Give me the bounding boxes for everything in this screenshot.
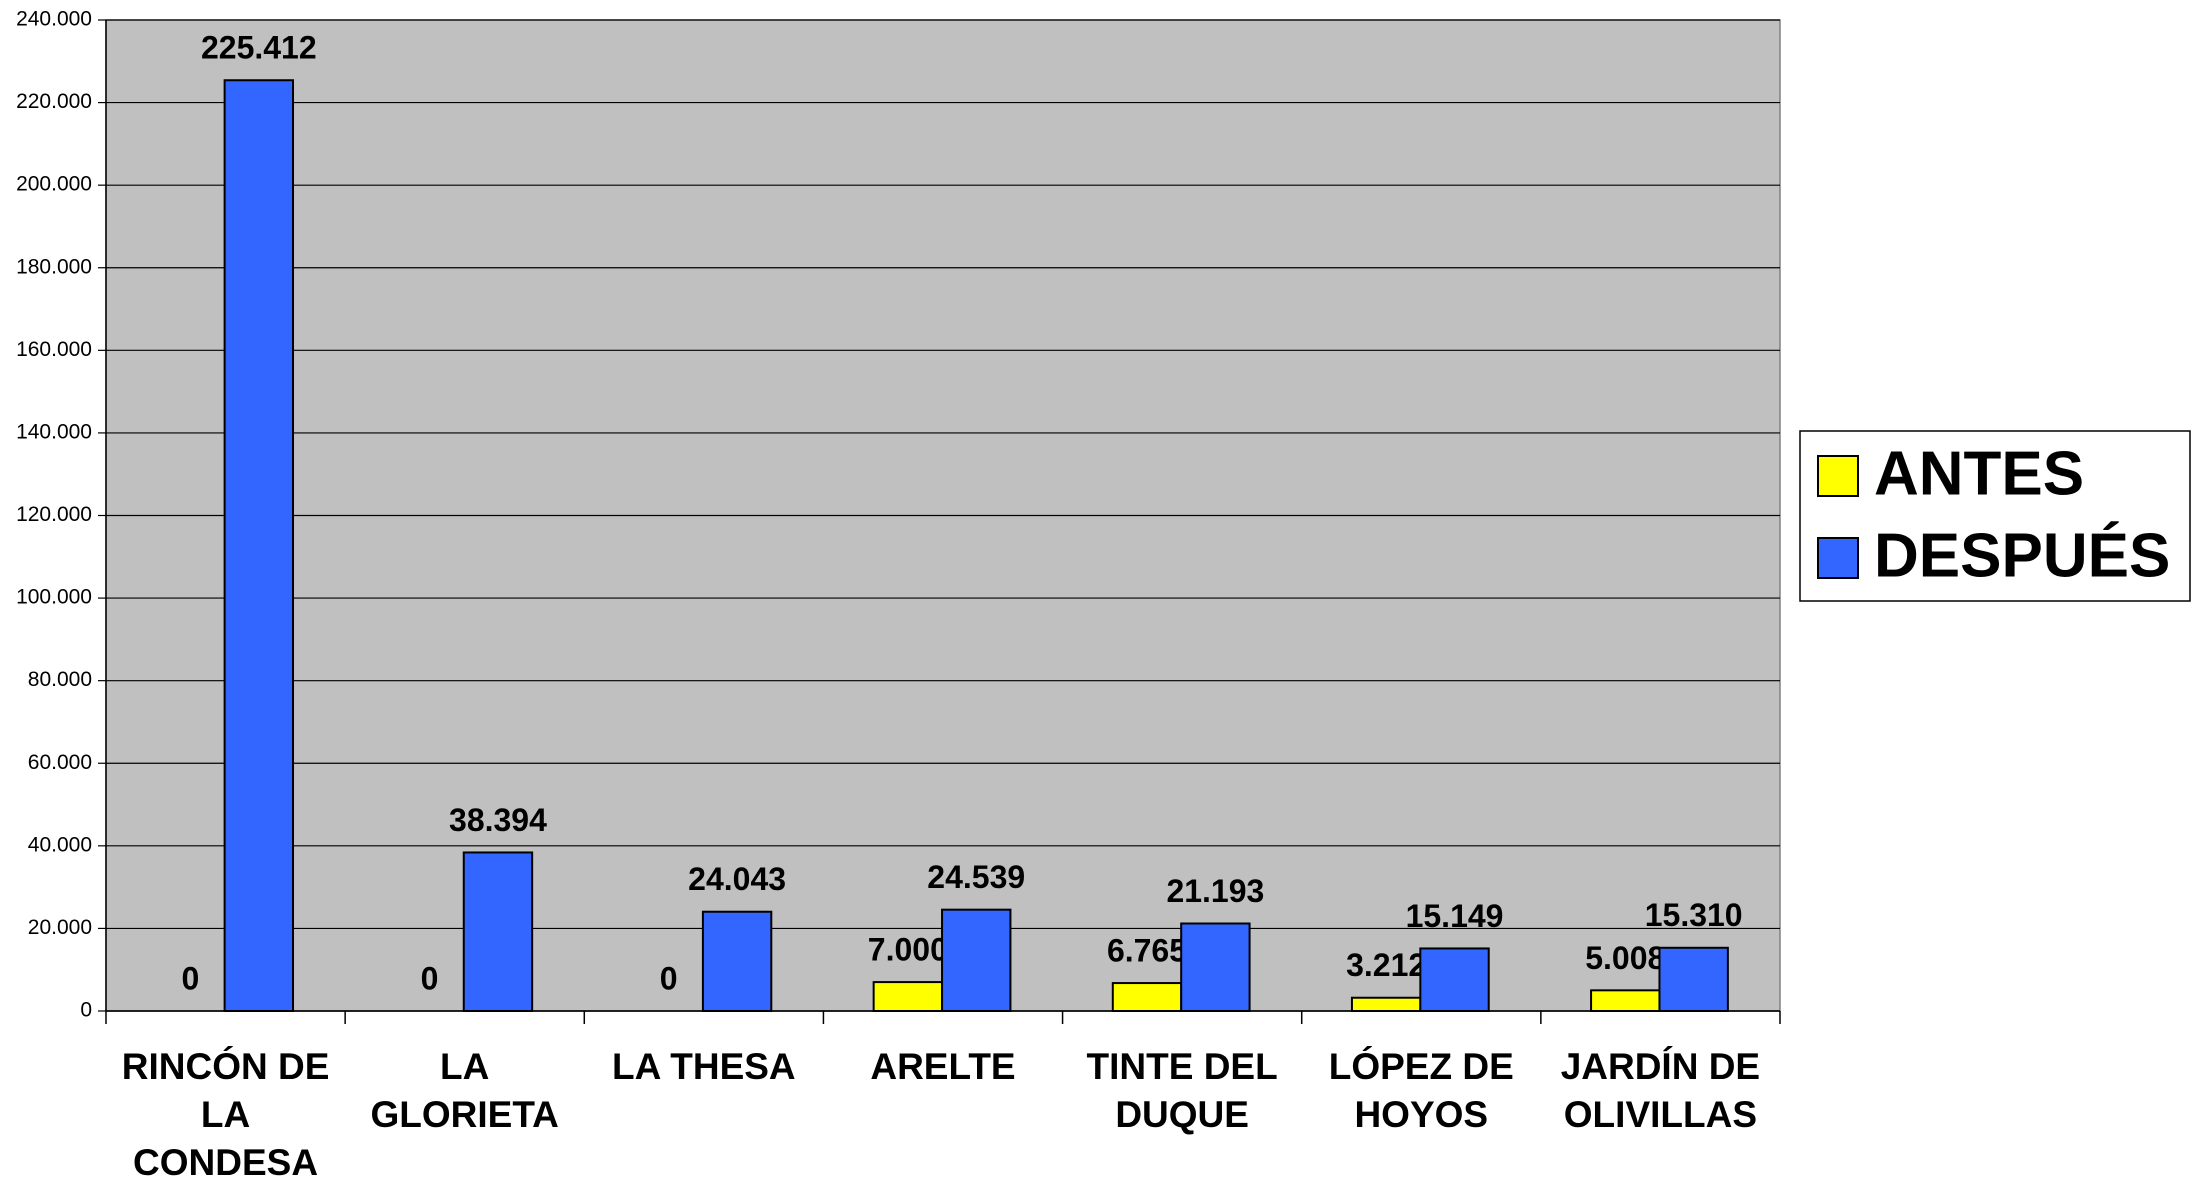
bar (462, 851, 534, 1012)
x-tick-label: LA GLORIETA (370, 1046, 559, 1135)
value-label: 21.193 (1166, 873, 1264, 909)
y-tick-label: 80.000 (28, 668, 92, 691)
x-tick-label: ARELTE (870, 1046, 1016, 1087)
x-tick-label: LA THESA (612, 1046, 796, 1087)
x-tick-label: RINCÓN DE LA CONDESA (121, 1046, 330, 1183)
y-tick-label: 160.000 (16, 338, 92, 361)
y-tick-label: 120.000 (16, 503, 92, 526)
bar (1658, 946, 1729, 1013)
legend-swatch (1817, 537, 1859, 579)
y-tick-label: 220.000 (16, 90, 92, 113)
value-label: 0 (421, 960, 439, 996)
y-tick-label: 140.000 (16, 420, 92, 443)
value-label: 0 (182, 960, 200, 996)
y-tick-label: 20.000 (28, 916, 92, 939)
y-tick-label: 100.000 (16, 586, 92, 609)
value-label: 5.008 (1585, 940, 1665, 976)
value-label: 6.765 (1107, 933, 1187, 969)
y-tick-label: 200.000 (16, 173, 92, 196)
x-tick-label: TINTE DEL DUQUE (1086, 1046, 1278, 1135)
legend-swatch (1817, 455, 1859, 497)
x-tick-label: JARDÍN DE OLIVILLAS (1560, 1046, 1761, 1135)
y-tick-label: 60.000 (28, 751, 92, 774)
bar (701, 910, 773, 1013)
value-label: 15.149 (1406, 898, 1504, 934)
bar (872, 981, 944, 1012)
bar (1111, 982, 1183, 1012)
value-label: 24.539 (927, 859, 1025, 895)
legend-label: DESPUÉS (1874, 521, 2170, 590)
value-label: 38.394 (449, 802, 547, 838)
bar (1180, 922, 1251, 1013)
bar (1350, 996, 1422, 1013)
value-label: 0 (660, 960, 678, 996)
bar (223, 79, 295, 1013)
value-label: 15.310 (1645, 897, 1743, 933)
y-tick-label: 180.000 (16, 255, 92, 278)
y-tick-label: 240.000 (16, 8, 92, 31)
y-tick-label: 0 (80, 999, 92, 1022)
value-label: 24.043 (688, 861, 786, 897)
value-label: 3.212 (1346, 947, 1426, 983)
value-label: 225.412 (201, 30, 317, 66)
value-label: 7.000 (868, 932, 948, 968)
bar (1590, 989, 1661, 1012)
bar (1419, 947, 1490, 1013)
x-tick-label: LÓPEZ DE HOYOS (1328, 1046, 1514, 1135)
legend-box (1799, 430, 2191, 602)
y-tick-label: 40.000 (28, 833, 92, 856)
bar (941, 908, 1012, 1012)
legend-label: ANTES (1874, 439, 2084, 508)
